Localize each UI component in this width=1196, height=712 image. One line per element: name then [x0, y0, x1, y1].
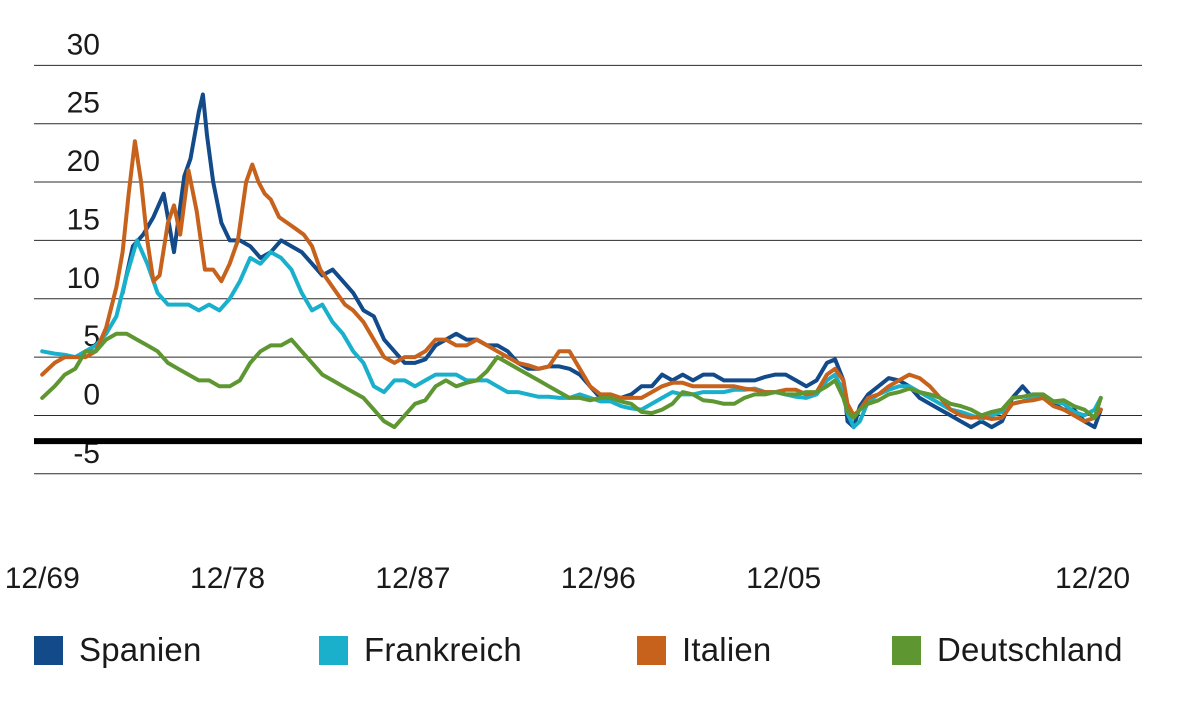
legend-label-deutschland: Deutschland	[937, 631, 1123, 668]
legend-label-italien: Italien	[682, 631, 772, 668]
x-tick-label: 12/05	[746, 562, 821, 595]
legend-item-spanien: Spanien	[34, 628, 202, 672]
legend-item-deutschland: Deutschland	[892, 628, 1123, 672]
legend-item-italien: Italien	[637, 628, 771, 672]
legend-label-spanien: Spanien	[79, 631, 202, 668]
y-tick-label: 30	[67, 28, 100, 61]
x-tick-label: 12/78	[190, 562, 265, 595]
legend-swatch-italien	[637, 635, 666, 665]
y-tick-label: 25	[67, 87, 100, 120]
series-line-deutschland	[40, 331, 1103, 430]
legend-swatch-spanien	[34, 635, 63, 665]
series-line-spanien	[120, 92, 1103, 430]
series-line-italien	[40, 139, 1103, 424]
x-tick-label: 12/20	[1055, 562, 1130, 595]
y-tick-label: 15	[67, 203, 100, 236]
y-tick-label: 35	[67, 0, 100, 3]
legend-swatch-frankreich	[319, 635, 348, 665]
y-tick-label: 20	[67, 145, 100, 178]
x-tick-label: 12/87	[375, 562, 450, 595]
legend-swatch-deutschland	[892, 635, 921, 665]
y-tick-label: 10	[67, 262, 100, 295]
y-tick-label: 0	[83, 378, 100, 411]
line-chart-plot: 35302520151050-512/6912/7812/8712/9612/0…	[5, 0, 1142, 595]
x-tick-label: 12/96	[561, 562, 636, 595]
legend-item-frankreich: Frankreich	[319, 628, 522, 672]
x-tick-label: 12/69	[5, 562, 80, 595]
legend-label-frankreich: Frankreich	[364, 631, 522, 668]
chart-legend: Spanien Frankreich Italien Deutschland	[0, 628, 1196, 678]
